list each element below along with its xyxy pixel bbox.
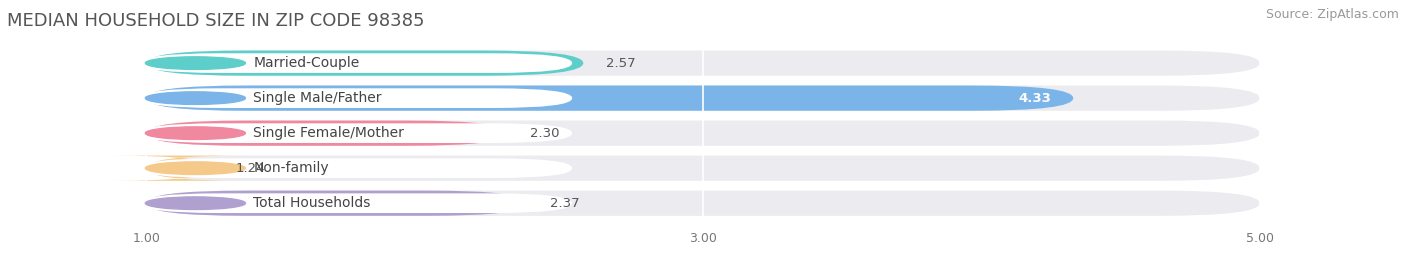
FancyBboxPatch shape: [141, 193, 572, 213]
Text: Total Households: Total Households: [253, 196, 371, 210]
FancyBboxPatch shape: [146, 51, 583, 76]
Text: Source: ZipAtlas.com: Source: ZipAtlas.com: [1265, 8, 1399, 21]
Text: Single Female/Mother: Single Female/Mother: [253, 126, 404, 140]
Text: MEDIAN HOUSEHOLD SIZE IN ZIP CODE 98385: MEDIAN HOUSEHOLD SIZE IN ZIP CODE 98385: [7, 12, 425, 30]
Text: 2.37: 2.37: [550, 197, 579, 210]
FancyBboxPatch shape: [146, 191, 527, 216]
FancyBboxPatch shape: [146, 86, 1260, 111]
FancyBboxPatch shape: [146, 191, 1260, 216]
Text: 2.30: 2.30: [530, 127, 560, 140]
FancyBboxPatch shape: [141, 123, 572, 143]
Circle shape: [145, 92, 246, 104]
FancyBboxPatch shape: [146, 121, 1260, 146]
FancyBboxPatch shape: [146, 86, 1073, 111]
FancyBboxPatch shape: [141, 158, 572, 178]
FancyBboxPatch shape: [112, 155, 246, 181]
Text: Single Male/Father: Single Male/Father: [253, 91, 381, 105]
Circle shape: [145, 197, 246, 210]
Text: 4.33: 4.33: [1018, 92, 1052, 105]
Text: Non-family: Non-family: [253, 161, 329, 175]
FancyBboxPatch shape: [146, 155, 1260, 181]
Circle shape: [145, 162, 246, 175]
FancyBboxPatch shape: [141, 53, 572, 73]
FancyBboxPatch shape: [141, 88, 572, 108]
Text: 1.24: 1.24: [235, 162, 264, 175]
Circle shape: [145, 127, 246, 139]
FancyBboxPatch shape: [146, 121, 508, 146]
Text: 2.57: 2.57: [606, 56, 636, 70]
Text: Married-Couple: Married-Couple: [253, 56, 360, 70]
Circle shape: [145, 57, 246, 69]
FancyBboxPatch shape: [146, 51, 1260, 76]
